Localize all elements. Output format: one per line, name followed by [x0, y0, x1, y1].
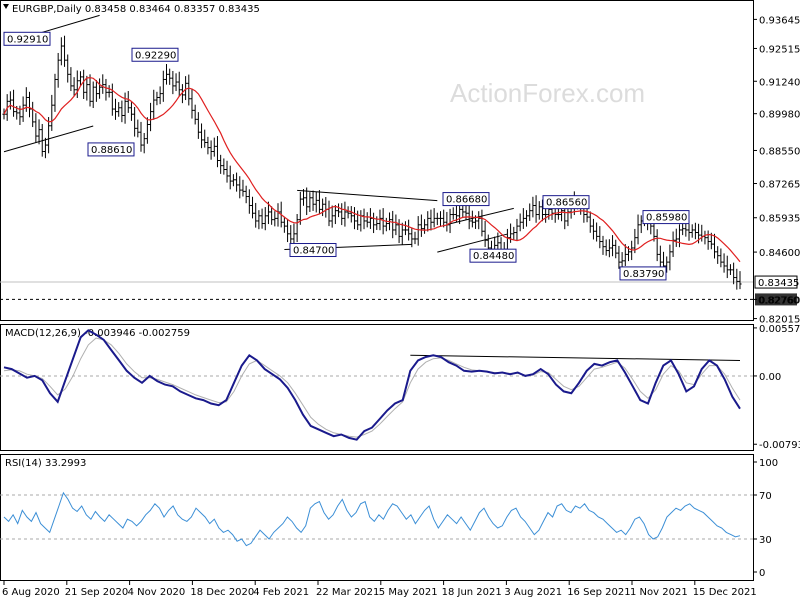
annotation-box	[3, 31, 51, 46]
annotation-box	[469, 248, 517, 263]
moving-average	[3, 76, 741, 263]
annotation-label: 0.86560	[546, 198, 587, 209]
annotation-box	[131, 47, 179, 62]
collapse-triangle-icon[interactable]	[3, 4, 9, 9]
rsi-tick-label: 30	[759, 535, 772, 546]
annotation-label: 0.86680	[446, 195, 487, 206]
moving-average-line	[3, 76, 741, 263]
macd-tick-label: 0.005579	[759, 324, 800, 335]
annotation-label: 0.84700	[293, 246, 334, 257]
x-tick-label: 18 Dec 2020	[190, 587, 254, 598]
annotation-box	[87, 142, 135, 157]
x-tick-label: 4 Nov 2020	[128, 587, 186, 598]
trend-line	[437, 233, 508, 253]
price-bars	[2, 35, 742, 290]
rsi-axis: 100 70 30 0	[753, 458, 778, 579]
annotation-label: 0.85980	[646, 213, 687, 224]
price-tick-label: 0.91240	[759, 77, 800, 88]
x-tick-label: 5 May 2021	[379, 587, 438, 598]
annotation-label: 0.92290	[135, 50, 176, 61]
x-tick-label: 6 Aug 2020	[2, 587, 60, 598]
rsi-title: RSI(14) 33.2993	[5, 458, 86, 469]
price-tick-label: 0.84600	[759, 248, 800, 259]
annotation-box	[442, 192, 490, 207]
price-tick-label: 0.82015	[759, 315, 800, 326]
rsi-tick-label: 100	[759, 458, 778, 469]
support-price-label: 0.82760	[758, 295, 799, 306]
chart-header: EURGBP,Daily 0.83458 0.83464 0.83357 0.8…	[12, 4, 260, 15]
macd-main-line	[3, 329, 741, 441]
macd-lines	[0, 329, 753, 441]
x-tick-label: 15 Dec 2021	[693, 587, 757, 598]
price-tick-label: 0.93645	[759, 15, 800, 26]
macd-axis: 0.005579 0.00 -0.007931	[753, 324, 800, 451]
rsi-tick-label: 0	[759, 568, 765, 579]
x-tick-label: 3 Aug 2021	[504, 587, 562, 598]
price-tick-label: 0.85935	[759, 214, 800, 225]
price-tick-label: 0.82760	[759, 295, 800, 306]
annotation-box	[542, 195, 590, 210]
rsi-line	[0, 491, 753, 547]
current-price-box	[754, 275, 798, 289]
trend-line	[297, 189, 438, 202]
macd-panel	[0, 324, 754, 451]
x-tick-label: 1 Nov 2021	[630, 587, 688, 598]
support-price-box	[755, 293, 797, 306]
rsi-tick-label: 70	[759, 491, 772, 502]
price-tick-label: 0.88550	[759, 146, 800, 157]
x-tick-label: 21 Sep 2020	[65, 587, 128, 598]
annotation-label: 0.83790	[623, 269, 664, 280]
macd-tick-label: -0.007931	[759, 440, 800, 451]
price-tick-label: 0.87265	[759, 180, 800, 191]
current-price-label: 0.83435	[758, 278, 799, 289]
macd-trend-line	[410, 354, 741, 361]
rsi-line-path	[3, 491, 741, 547]
annotation-label: 0.92910	[7, 34, 48, 45]
x-tick-label: 4 Feb 2021	[253, 587, 309, 598]
price-tick-label: 0.92515	[759, 44, 800, 55]
macd-tick-label: 0.00	[759, 372, 781, 383]
annotation-label: 0.88610	[91, 145, 132, 156]
annotation-label: 0.84480	[473, 251, 514, 262]
price-annotations: 0.92910 0.92290 0.88610 0.84700 0.86680 0.844…	[3, 31, 690, 281]
x-tick-label: 18 Jun 2021	[442, 587, 502, 598]
annotation-box	[642, 210, 690, 225]
watermark: ActionForex.com	[450, 78, 645, 108]
annotation-box	[289, 243, 337, 258]
x-axis: 6 Aug 2020 21 Sep 2020 4 Nov 2020 18 Dec 20…	[2, 580, 757, 598]
x-tick-label: 22 Mar 2021	[316, 587, 379, 598]
price-tick-label: 0.89980	[759, 110, 800, 121]
price-axis: 0.93645 0.92515 0.91240 0.89980 0.88550 0.872…	[753, 15, 800, 326]
macd-title: MACD(12,26,9) -0.003946 -0.002759	[5, 328, 190, 339]
x-tick-label: 16 Sep 2021	[567, 587, 630, 598]
annotation-box	[619, 266, 667, 281]
